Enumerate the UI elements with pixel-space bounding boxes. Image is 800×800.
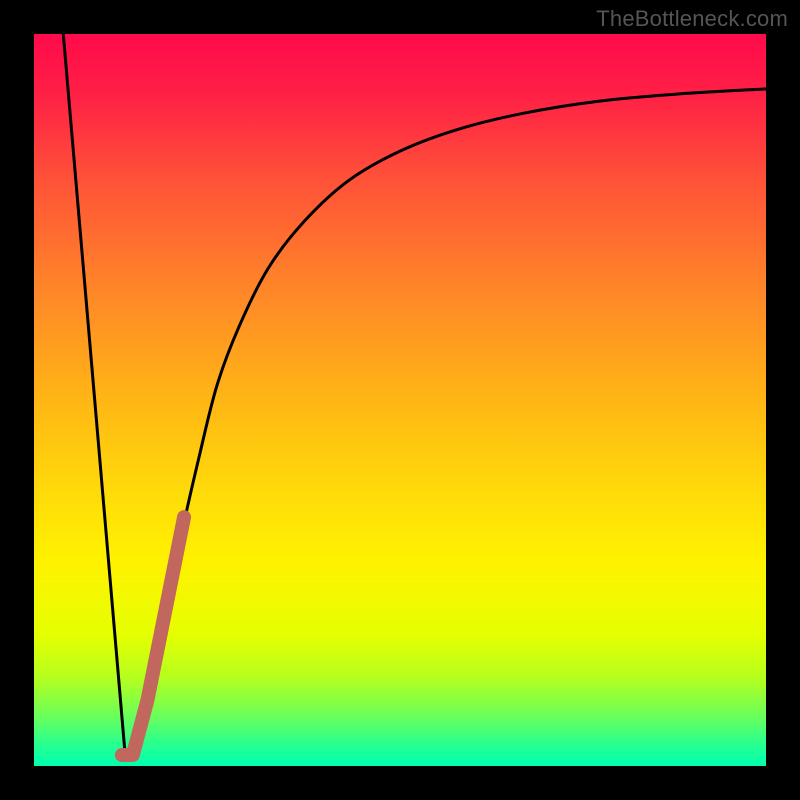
gradient-background xyxy=(34,34,766,766)
chart-frame: TheBottleneck.com xyxy=(0,0,800,800)
bottleneck-chart xyxy=(0,0,800,800)
watermark-text: TheBottleneck.com xyxy=(596,6,788,32)
plot-area xyxy=(34,34,766,766)
